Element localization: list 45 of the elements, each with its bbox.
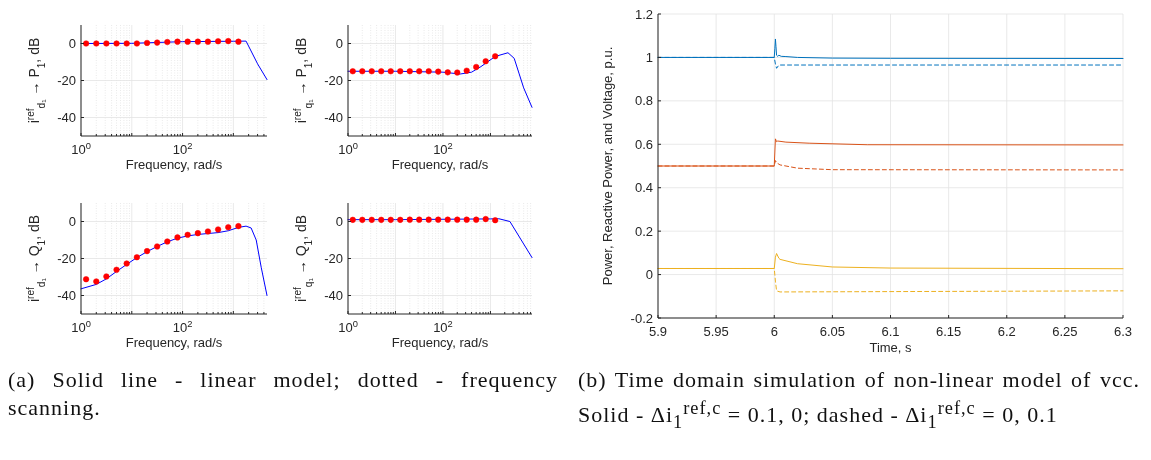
y-tick-label: -20 — [57, 251, 76, 266]
x-tick-label: 10$^{0}$ — [71, 319, 91, 335]
x-tick-label: 10$^{2}$ — [433, 141, 453, 157]
x-tick-label: 6 — [770, 324, 778, 339]
y-tick-label: 0 — [335, 36, 343, 51]
x-tick-label: 10$^{0}$ — [338, 141, 358, 157]
y-tick-label: 0 — [68, 36, 76, 51]
y-tick-label: -20 — [57, 73, 76, 88]
y-tick-label: 0.8 — [634, 93, 653, 109]
x-tick-label: 5.9 — [648, 324, 668, 339]
y-tick-label: -40 — [324, 288, 343, 303]
x-tick-label: 5.95 — [703, 324, 729, 339]
x-tick-label: 10$^{0}$ — [71, 141, 91, 157]
y-tick-label: 0.2 — [634, 223, 653, 239]
x-tick-label: 10$^{2}$ — [172, 319, 193, 335]
y-axis-title: Power, Reactive Power, and Voltage, p.u. — [600, 46, 615, 286]
y-tick-label: 1.2 — [634, 6, 653, 22]
y-tick-label: 0.4 — [634, 180, 653, 196]
text: (a) Solid line - linear model; dotted - frequency scanning. — [8, 366, 558, 422]
x-tick-label: 6.2 — [997, 324, 1016, 339]
y-tick-label: 1 — [645, 49, 653, 65]
y-tick-label: -40 — [57, 110, 76, 125]
x-tick-label: 6.1 — [881, 324, 900, 339]
x-axis-title: Frequency, rad/s — [125, 157, 223, 172]
x-axis-title: Frequency, rad/s — [391, 335, 489, 350]
x-axis-title: Time, s — [869, 340, 913, 355]
x-tick-label: 6.05 — [819, 324, 846, 339]
y-tick-label: -20 — [324, 251, 343, 266]
x-tick-label: 10$^{2}$ — [433, 319, 453, 335]
x-tick-label: 10$^{0}$ — [338, 319, 358, 335]
x-tick-label: 6.3 — [1113, 324, 1133, 339]
y-tick-label: 0 — [335, 214, 343, 229]
x-tick-label: 6.15 — [935, 324, 962, 339]
y-tick-label: 0 — [68, 214, 76, 229]
x-axis-title: Frequency, rad/s — [125, 335, 223, 350]
y-tick-label: -40 — [324, 110, 343, 125]
y-tick-label: -0.2 — [630, 310, 653, 326]
x-tick-label: 10$^{2}$ — [172, 141, 193, 157]
x-tick-label: 6.25 — [1052, 324, 1078, 339]
x-axis-title: Frequency, rad/s — [391, 157, 489, 172]
y-tick-label: -20 — [324, 73, 343, 88]
y-tick-label: 0 — [645, 267, 653, 283]
text: (b) Time domain simulation of non-linear model of vcc. Solid - Δi$_{1}$$^{ref,c}$ = 0.1, 0; dashed - Δi$_{1}$$^{ref,c}$ = 0, 0.1 — [578, 366, 1140, 434]
y-tick-label: -40 — [57, 288, 76, 303]
y-tick-label: 0.6 — [634, 136, 653, 152]
